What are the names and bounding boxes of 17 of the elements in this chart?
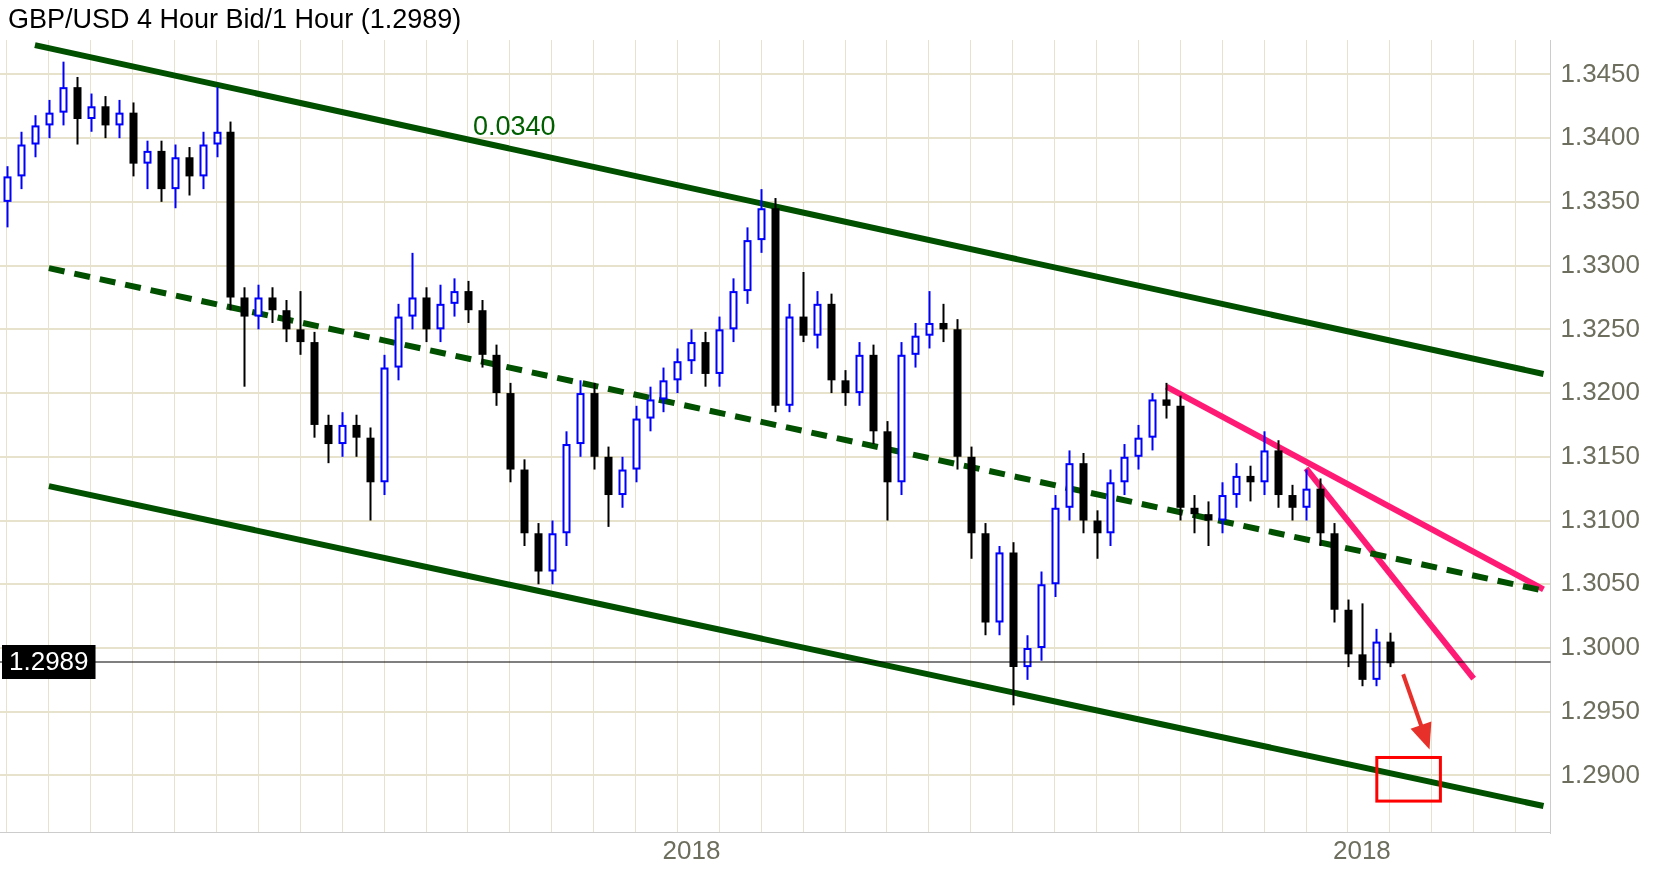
ref-line-label: 1.2989 xyxy=(9,646,89,677)
y-tick-label: 1.2950 xyxy=(1560,694,1641,725)
chart-title: GBP/USD 4 Hour Bid/1 Hour (1.2989) xyxy=(8,4,462,35)
y-tick-label: 1.3100 xyxy=(1560,503,1641,534)
y-tick-label: 1.2900 xyxy=(1560,758,1641,789)
y-tick-label: 1.3300 xyxy=(1560,248,1641,279)
y-tick-label: 1.3000 xyxy=(1560,631,1641,662)
x-tick-label: 2018 xyxy=(662,834,721,865)
y-tick-label: 1.3250 xyxy=(1560,312,1641,343)
y-tick-label: 1.3350 xyxy=(1560,185,1641,216)
y-tick-label: 1.3450 xyxy=(1560,57,1641,88)
y-tick-label: 1.3200 xyxy=(1560,376,1641,407)
y-tick-label: 1.3150 xyxy=(1560,439,1641,470)
y-tick-label: 1.3050 xyxy=(1560,567,1641,598)
y-tick-label: 1.3400 xyxy=(1560,121,1641,152)
x-tick-label: 2018 xyxy=(1332,834,1391,865)
annotation: 0.0340 xyxy=(472,111,556,143)
